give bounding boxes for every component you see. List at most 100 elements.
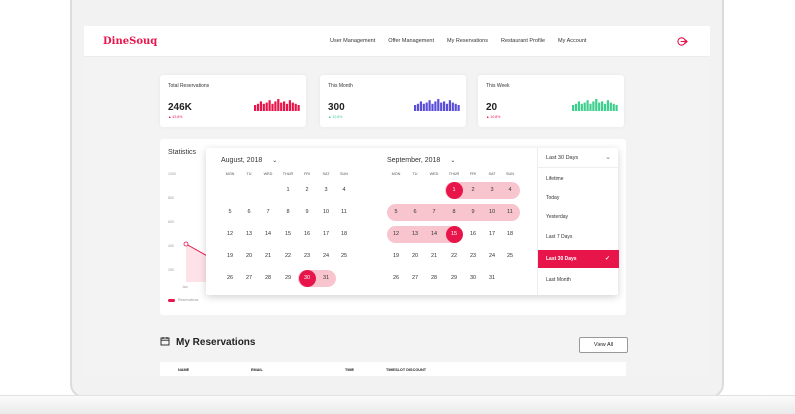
calendar-day[interactable]: 20 [411, 253, 419, 259]
calendar-day[interactable]: 26 [226, 275, 234, 281]
calendar-day[interactable]: 3 [324, 187, 328, 193]
calendar-day[interactable]: 2 [471, 187, 475, 193]
calendar-day[interactable]: 14 [264, 231, 272, 237]
calendar-day[interactable]: 16 [469, 231, 477, 237]
calendar-day[interactable]: 20 [245, 253, 253, 259]
calendar-day[interactable]: 8 [286, 209, 290, 215]
calendar-day[interactable]: 8 [452, 209, 456, 215]
calendar-day[interactable]: 6 [247, 209, 251, 215]
logout-icon[interactable] [677, 36, 688, 47]
view-all-button[interactable]: View All [579, 337, 628, 353]
calendar-day[interactable]: 4 [508, 187, 512, 193]
month-selector[interactable]: September, 2018 ⌄ [387, 157, 455, 164]
calendar-day[interactable]: 15 [450, 231, 458, 237]
calendar-day[interactable]: 12 [226, 231, 234, 237]
card-delta: ▲ 10.8% [486, 115, 501, 119]
column-header[interactable]: TIMESLOT DISCOUNT [386, 368, 427, 372]
calendar-day[interactable]: 6 [413, 209, 417, 215]
calendar-day[interactable]: 24 [488, 253, 496, 259]
calendar-day[interactable]: 27 [411, 275, 419, 281]
calendar-day[interactable]: 17 [488, 231, 496, 237]
preset-last-7-days[interactable]: Last 7 Days [546, 234, 573, 240]
calendar-day[interactable]: 30 [303, 275, 311, 281]
mini-bar [419, 101, 422, 111]
calendar-day[interactable]: 24 [322, 253, 330, 259]
calendar-day[interactable]: 28 [430, 275, 438, 281]
calendar-day[interactable]: 23 [469, 253, 477, 259]
mini-bar [609, 102, 612, 111]
column-header[interactable]: EMAIL [251, 368, 263, 372]
calendar-day[interactable]: 4 [342, 187, 346, 193]
calendar-day[interactable]: 7 [266, 209, 270, 215]
mini-bar [583, 102, 586, 111]
calendar-day[interactable]: 11 [507, 209, 513, 215]
preset-last-30-days[interactable]: Last 30 Days ✓ [538, 250, 619, 268]
top-navbar: DineSouq User Management Offer Managemen… [84, 26, 710, 57]
calendar-day[interactable]: 7 [432, 209, 436, 215]
my-reservations-section: My Reservations View All NAME EMAIL TIME… [160, 329, 628, 376]
mini-bar [416, 103, 420, 111]
calendar-day[interactable]: 31 [488, 275, 496, 281]
calendar-day[interactable]: 29 [284, 275, 292, 281]
mini-bar [457, 105, 460, 111]
calendar-day[interactable]: 3 [490, 187, 494, 193]
calendar-day[interactable]: 28 [264, 275, 272, 281]
calendar-day[interactable]: 26 [392, 275, 400, 281]
calendar-day[interactable]: 27 [245, 275, 253, 281]
calendar-icon [160, 337, 170, 346]
mini-bar [595, 99, 598, 111]
calendar-day[interactable]: 16 [303, 231, 311, 237]
calendar-day[interactable]: 18 [340, 231, 348, 237]
selected-day-marker [446, 226, 463, 243]
calendar-day[interactable]: 23 [303, 253, 311, 259]
calendar-day[interactable]: 31 [322, 275, 330, 281]
calendar-day[interactable]: 19 [226, 253, 234, 259]
mini-bar [574, 103, 578, 111]
calendar-day[interactable]: 13 [411, 231, 419, 237]
legend-swatch [168, 298, 175, 302]
preset-lifetime[interactable]: Lifetime [546, 176, 564, 182]
calendar-day[interactable]: 1 [452, 187, 456, 193]
calendar-day[interactable]: 14 [430, 231, 438, 237]
preset-today[interactable]: Today [546, 195, 560, 201]
month-selector[interactable]: August, 2018 ⌄ [221, 157, 277, 164]
calendar-day[interactable]: 5 [394, 209, 398, 215]
nav-my-account[interactable]: My Account [558, 38, 587, 44]
calendar-day[interactable]: 29 [450, 275, 458, 281]
calendar-day[interactable]: 25 [340, 253, 348, 259]
calendar-day[interactable]: 10 [322, 209, 330, 215]
nav-user-management[interactable]: User Management [330, 38, 376, 44]
calendar-day[interactable]: 2 [305, 187, 309, 193]
column-header[interactable]: TIME [345, 368, 355, 372]
calendar-day[interactable]: 12 [392, 231, 400, 237]
calendar-day[interactable]: 9 [471, 209, 475, 215]
app-logo[interactable]: DineSouq [103, 36, 158, 47]
calendar-day[interactable]: 11 [341, 209, 347, 215]
mini-bar [586, 100, 589, 111]
range-dropdown[interactable]: Last 30 Days ⌄ [538, 148, 619, 168]
calendar-day[interactable]: 19 [392, 253, 400, 259]
calendar-day[interactable]: 21 [264, 253, 272, 259]
preset-yesterday[interactable]: Yesterday [546, 214, 569, 220]
calendar-day[interactable]: 22 [450, 253, 458, 259]
preset-last-month[interactable]: Last Month [546, 277, 571, 283]
chevron-down-icon: ⌄ [450, 158, 456, 164]
calendar-day[interactable]: 21 [430, 253, 438, 259]
calendar-day[interactable]: 25 [506, 253, 514, 259]
calendar-day[interactable]: 1 [286, 187, 290, 193]
calendar-day[interactable]: 15 [284, 231, 292, 237]
calendar-day[interactable]: 9 [305, 209, 309, 215]
calendar-day[interactable]: 30 [469, 275, 477, 281]
nav-my-reservations[interactable]: My Reservations [447, 38, 488, 44]
mini-bar [288, 100, 291, 111]
calendar-day[interactable]: 22 [284, 253, 292, 259]
nav-offer-management[interactable]: Offer Management [388, 38, 435, 44]
calendar-day[interactable]: 18 [506, 231, 514, 237]
nav-restaurant-profile[interactable]: Restaurant Profile [500, 38, 546, 44]
calendar-day[interactable]: 17 [322, 231, 330, 237]
laptop-base [0, 395, 795, 414]
calendar-day[interactable]: 5 [228, 209, 232, 215]
calendar-day[interactable]: 10 [488, 209, 496, 215]
calendar-day[interactable]: 13 [245, 231, 253, 237]
column-header[interactable]: NAME [178, 368, 190, 372]
